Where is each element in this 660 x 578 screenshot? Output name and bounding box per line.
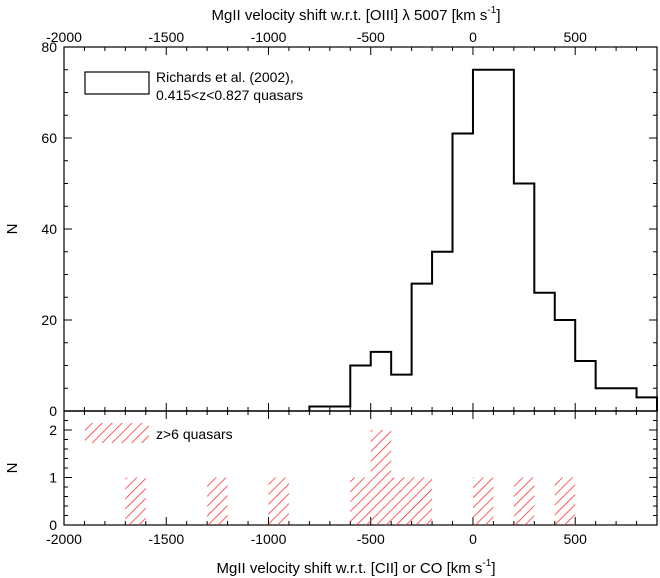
histogram-bar [370, 430, 392, 525]
bottom-histogram-series [125, 430, 576, 525]
y-tick-label: 0 [49, 403, 57, 419]
top-x-ticks: -2000 -1500 -1000 -500 0 500 [46, 29, 658, 411]
bottom-y-ticks: 0 1 2 [49, 410, 657, 533]
y-tick-label: 40 [41, 221, 57, 237]
histogram-bar [125, 477, 146, 525]
top-legend-swatch [84, 71, 150, 95]
x-tick-label: -500 [357, 29, 385, 45]
x-tick-label: 0 [469, 531, 477, 547]
top-histogram-series [64, 68, 658, 412]
x-tick-label: -2000 [46, 29, 82, 45]
histogram-bar [207, 477, 228, 525]
x-tick-label: -1000 [251, 531, 287, 547]
top-legend-line2: 0.415<z<0.827 quasars [156, 87, 303, 103]
histogram-bar [391, 477, 412, 525]
y-tick-label: 60 [41, 130, 57, 146]
y-tick-label: 0 [49, 517, 57, 533]
histogram-bar [350, 477, 371, 525]
x-tick-label: 500 [564, 531, 588, 547]
x-tick-label: -1500 [148, 29, 184, 45]
x-tick-label: -1500 [148, 531, 184, 547]
y-tick-label: 1 [49, 470, 57, 486]
bottom-legend-swatch [85, 423, 149, 443]
top-panel-frame [63, 46, 658, 412]
bottom-legend-label: z>6 quasars [156, 426, 233, 442]
x-tick-label: 0 [469, 29, 477, 45]
y-tick-label: 80 [41, 39, 57, 55]
bottom-y-axis-label: N [4, 463, 21, 474]
histogram-bar [554, 477, 576, 525]
x-tick-label: -2000 [46, 531, 82, 547]
top-legend-line1: Richards et al. (2002), [156, 69, 294, 85]
histogram-bar [472, 477, 494, 525]
bottom-x-axis-label: MgII velocity shift w.r.t. [CII] or CO [… [217, 558, 496, 577]
y-tick-label: 20 [41, 312, 57, 328]
top-x-axis-label: MgII velocity shift w.r.t. [OIII] λ 5007… [212, 5, 501, 24]
top-y-ticks: 0 20 40 60 80 [41, 39, 657, 419]
histogram-bar [268, 477, 289, 525]
x-tick-label: -500 [357, 531, 385, 547]
top-y-axis-label: N [4, 224, 21, 235]
histogram-bar [411, 477, 433, 525]
histogram-step-line [308, 68, 658, 411]
x-tick-label: 500 [564, 29, 588, 45]
x-tick-label: -1000 [251, 29, 287, 45]
histogram-bar [513, 477, 535, 525]
y-tick-label: 2 [49, 422, 57, 438]
